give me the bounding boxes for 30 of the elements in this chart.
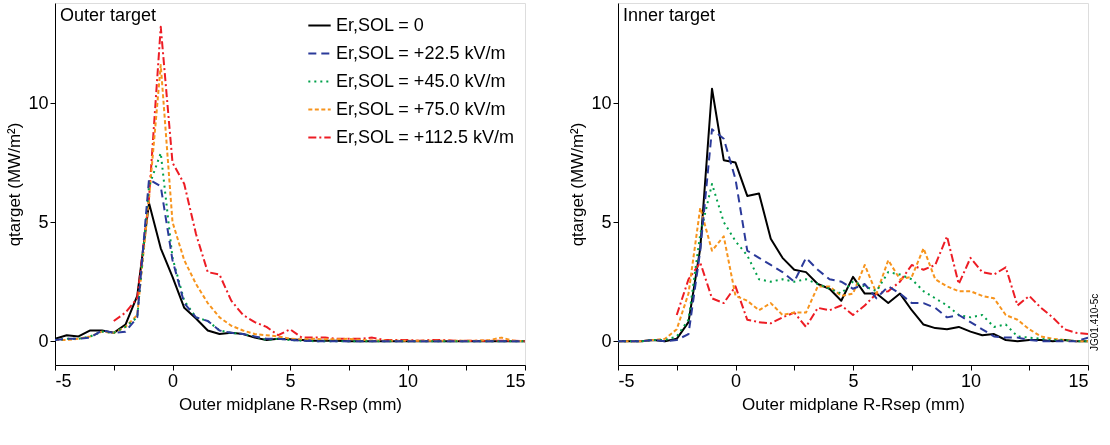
x-tick-label: 10	[397, 370, 419, 391]
x-axis-title: Outer midplane R-Rsep (mm)	[742, 394, 965, 414]
y-tick-label: 5	[38, 211, 49, 232]
x-tick-label: 5	[848, 370, 859, 391]
x-tick-label: 5	[285, 370, 296, 391]
x-tick-label: 10	[960, 370, 982, 391]
chart-title: Outer target	[60, 5, 157, 25]
line-series	[618, 128, 1088, 343]
y-axis-title: qtarget (MW/m²)	[5, 122, 25, 247]
x-tick-label: 0	[730, 370, 742, 391]
x-tick-label: -5	[618, 370, 635, 391]
legend-label: Er,SOL = +112.5 kV/m	[336, 126, 515, 147]
x-tick-label: -5	[55, 370, 72, 391]
legend-label: Er,SOL = 0	[336, 14, 424, 35]
y-tick-label: 0	[601, 330, 612, 351]
text: JG01.410-5c	[1089, 293, 1100, 351]
legend-label: Er,SOL = +75.0 kV/m	[336, 98, 506, 119]
chart-title: Inner target	[623, 5, 716, 25]
y-tick-label: 0	[38, 330, 49, 351]
y-tick-label: 5	[601, 211, 612, 232]
x-tick-label: 15	[1068, 370, 1089, 391]
line-series	[675, 235, 1088, 336]
y-tick-label: 10	[28, 92, 49, 113]
legend-label: Er,SOL = +22.5 kV/m	[336, 42, 506, 63]
x-tick-label: 0	[167, 370, 179, 391]
y-axis-title: qtarget (MW/m²)	[568, 122, 588, 247]
x-axis-title: Outer midplane R-Rsep (mm)	[179, 394, 402, 414]
legend-label: Er,SOL = +45.0 kV/m	[336, 70, 506, 91]
y-tick-label: 10	[591, 92, 612, 113]
x-tick-label: 15	[505, 370, 526, 391]
